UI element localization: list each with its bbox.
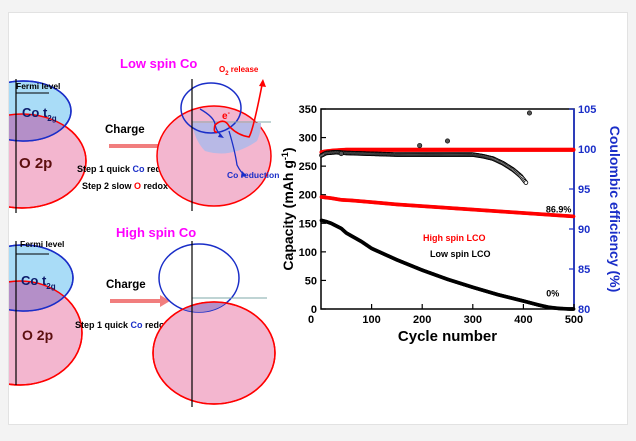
co-t2g-label-low-left: Co t2g bbox=[22, 105, 57, 123]
hole-label: e- bbox=[222, 110, 231, 122]
y2-axis-ticks: 80 85 90 95 100 105 bbox=[569, 104, 596, 316]
high-spin-left-diagram: Co t2g O 2p Fermi level bbox=[0, 239, 83, 386]
o2p-band-high-left-outline bbox=[0, 280, 83, 386]
co-t2g-band-high-left-outline bbox=[0, 244, 74, 312]
series-0 bbox=[319, 195, 576, 219]
o2-release-head bbox=[259, 79, 266, 87]
y2-axis-label: Coulombic efficiency (%) bbox=[607, 126, 623, 292]
co-reduction-label: Co reduction bbox=[227, 170, 279, 180]
co-t2g-band-high-right bbox=[158, 243, 240, 313]
outlier-point bbox=[338, 151, 344, 157]
y2-tick-label: 85 bbox=[578, 264, 590, 276]
step1-high: Step 1 quick Co redox bbox=[75, 320, 170, 330]
y-tick-label: 0 bbox=[311, 304, 317, 316]
step2-low: Step 2 slow O redox bbox=[82, 181, 168, 191]
x-axis-ticks: 0 100 200 300 400 500 bbox=[308, 304, 583, 326]
band-overlap-low-left bbox=[0, 114, 71, 141]
high-spin-title: High spin Co bbox=[116, 225, 196, 240]
y-tick-label: 200 bbox=[299, 190, 317, 202]
y2-tick-label: 100 bbox=[578, 144, 596, 156]
outlier-point bbox=[444, 138, 450, 144]
y-tick-label: 100 bbox=[299, 247, 317, 259]
cycling-chart: 0 50 100 150 200 250 300 350 80 85 90 95 100 105 0 10… bbox=[280, 104, 623, 345]
o2p-label-low-left: O 2p bbox=[19, 155, 52, 172]
o2-release-label: O2 release bbox=[219, 65, 259, 77]
x-tick-label: 200 bbox=[413, 314, 431, 326]
outlier-point bbox=[526, 110, 532, 116]
high-spin-right-diagram bbox=[152, 241, 276, 407]
charge-label-high: Charge bbox=[106, 279, 146, 291]
x-tick-label: 0 bbox=[308, 314, 314, 326]
annotation-86-9: 86.9% bbox=[546, 205, 572, 215]
low-spin-right-diagram: e- O2 release Co reduction bbox=[156, 65, 279, 211]
x-tick-label: 400 bbox=[514, 314, 532, 326]
electron-transfer-head bbox=[218, 133, 224, 138]
charge-arrow-high bbox=[110, 295, 170, 307]
y-axis-ticks: 0 50 100 150 200 250 300 350 bbox=[299, 104, 326, 316]
co-t2g-label-high-left: Co t2g bbox=[21, 273, 56, 291]
data-point bbox=[571, 214, 576, 219]
series-1 bbox=[319, 218, 576, 311]
y2-tick-label: 95 bbox=[578, 184, 590, 196]
o2-release-trace bbox=[213, 84, 263, 138]
x-tick-label: 500 bbox=[565, 314, 583, 326]
series-layer bbox=[319, 110, 576, 311]
figure-card: O 2p Co t2g Fermi level Low spin Co Char… bbox=[0, 12, 628, 425]
o2p-label-high-left: O 2p bbox=[22, 327, 53, 343]
charge-arrow-low bbox=[109, 140, 169, 152]
y2-tick-label: 105 bbox=[578, 104, 596, 116]
figure-svg: O 2p Co t2g Fermi level Low spin Co Char… bbox=[0, 56, 623, 407]
outlier-point bbox=[417, 143, 423, 149]
x-axis-label: Cycle number bbox=[398, 328, 497, 345]
low-spin-left-diagram: O 2p Co t2g Fermi level bbox=[0, 79, 87, 213]
data-point bbox=[571, 307, 576, 311]
y-axis-label: Capacity (mAh g-1) bbox=[280, 147, 296, 270]
charged-band-low-right bbox=[192, 123, 261, 154]
o2p-band-high-right-outline bbox=[152, 301, 276, 405]
y-tick-label: 250 bbox=[299, 161, 317, 173]
y2-tick-label: 90 bbox=[578, 224, 590, 236]
annotation-0: 0% bbox=[546, 289, 559, 299]
null-outline bbox=[0, 80, 72, 142]
data-point bbox=[571, 147, 576, 152]
y-tick-label: 300 bbox=[299, 133, 317, 145]
x-tick-label: 300 bbox=[464, 314, 482, 326]
y2-tick-label: 80 bbox=[578, 304, 590, 316]
fermi-label-high: Fermi level bbox=[20, 239, 64, 249]
legend-high-spin: High spin LCO bbox=[423, 233, 486, 243]
band-overlap-high-left bbox=[0, 281, 73, 311]
y-tick-label: 150 bbox=[299, 218, 317, 230]
null-outline bbox=[0, 113, 87, 209]
charge-label-low: Charge bbox=[105, 124, 145, 136]
low-spin-title: Low spin Co bbox=[120, 56, 197, 71]
y-tick-label: 350 bbox=[299, 104, 317, 116]
x-tick-label: 100 bbox=[362, 314, 380, 326]
y-tick-label: 50 bbox=[305, 275, 317, 287]
co-t2g-band-low-right bbox=[180, 82, 242, 134]
series-3 bbox=[319, 149, 529, 185]
data-point bbox=[523, 180, 529, 185]
fermi-label-low: Fermi level bbox=[16, 81, 60, 91]
legend-low-spin: Low spin LCO bbox=[430, 249, 491, 259]
co-reduction-head bbox=[241, 171, 247, 177]
